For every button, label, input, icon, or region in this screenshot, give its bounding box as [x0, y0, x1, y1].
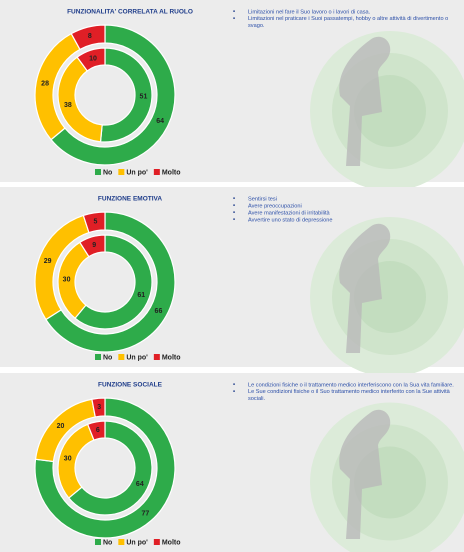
silhouette — [339, 36, 391, 166]
legend-label: Un po' — [126, 539, 148, 546]
legend-swatch — [118, 169, 125, 175]
silhouette — [339, 223, 391, 353]
bullet-marker: • — [233, 17, 235, 23]
bullet-marker: • — [233, 383, 235, 389]
donut-segment — [82, 211, 106, 234]
bullet-text: Le condizioni fisiche o il trattamento m… — [248, 382, 454, 388]
bullet-text: Le Sue condizioni fisiche o il Suo tratt… — [248, 389, 451, 402]
bullet-marker: • — [233, 10, 235, 16]
donut-segment — [76, 47, 106, 72]
panel-title: FUNZIONE SOCIALE — [98, 382, 163, 389]
value-label: 3 — [97, 404, 101, 411]
legend-label: No — [103, 354, 112, 361]
value-label: 20 — [57, 423, 65, 430]
silhouette — [339, 409, 391, 539]
donut-segment — [34, 397, 176, 539]
value-label: 30 — [63, 276, 71, 283]
legend-label: Molto — [162, 169, 181, 176]
legend-swatch — [118, 354, 125, 360]
value-label: 9 — [92, 242, 96, 249]
value-label: 28 — [41, 80, 49, 87]
bullet-line: Le Sue condizioni fisiche o il Suo tratt… — [248, 389, 451, 395]
donut-segment — [78, 234, 106, 258]
legend-swatch — [95, 354, 101, 360]
legend-swatch — [153, 169, 160, 175]
panel-title: FUNZIONE EMOTIVA — [98, 196, 162, 203]
bullet-text: Avvertire uno stato di depressione — [248, 217, 332, 223]
donut-segment — [74, 234, 153, 330]
value-label: 61 — [137, 292, 145, 299]
legend-label: Un po' — [126, 354, 148, 361]
value-label: 38 — [64, 102, 72, 109]
legend-label: Un po' — [126, 169, 148, 176]
value-label: 6 — [96, 427, 100, 434]
value-label: 64 — [136, 481, 144, 488]
donut-segment — [45, 211, 176, 353]
value-label: 10 — [89, 55, 97, 62]
value-label: 8 — [88, 33, 92, 40]
legend-swatch — [118, 539, 125, 545]
donut-segment — [99, 47, 153, 143]
donut-segment — [86, 420, 106, 441]
value-label: 51 — [140, 94, 148, 101]
bullet-marker: • — [233, 211, 235, 217]
value-label: 5 — [94, 219, 98, 226]
bullet-marker: • — [233, 390, 235, 396]
bullet-line: svago. — [248, 23, 265, 29]
legend-label: No — [103, 169, 112, 176]
value-label: 30 — [64, 455, 72, 462]
donut-segment — [67, 420, 153, 516]
bullet-text: Avere manifestazioni di irritabilità — [248, 210, 331, 216]
value-label: 77 — [141, 511, 149, 518]
value-label: 66 — [155, 308, 163, 315]
bullet-marker: • — [233, 218, 235, 224]
legend-swatch — [95, 539, 101, 545]
legend-label: No — [103, 539, 112, 546]
bullet-line: Limitazioni nel praticare i Suoi passate… — [248, 16, 448, 22]
bullet-text: Limitazioni nel praticare i Suoi passate… — [248, 16, 448, 29]
donut-segment — [50, 24, 176, 166]
donut-segment — [70, 24, 106, 51]
value-label: 64 — [156, 118, 164, 125]
bullet-line: sociali. — [248, 396, 266, 402]
bullet-text: Sentirsi tesi — [248, 196, 277, 202]
bullet-text: Limitazioni nel fare il Suo lavoro o i l… — [248, 9, 371, 15]
bullet-marker: • — [233, 204, 235, 210]
legend-swatch — [95, 169, 101, 175]
legend-swatch — [153, 539, 160, 545]
legend-swatch — [153, 354, 160, 360]
legend-label: Molto — [162, 539, 181, 546]
value-label: 29 — [44, 258, 52, 265]
panel-title: FUNZIONALITA' CORRELATA AL RUOLO — [67, 9, 193, 16]
donut-segment — [91, 397, 106, 418]
bullet-marker: • — [233, 197, 235, 203]
legend-label: Molto — [162, 354, 181, 361]
bullet-text: Avere preoccupazioni — [248, 203, 302, 209]
